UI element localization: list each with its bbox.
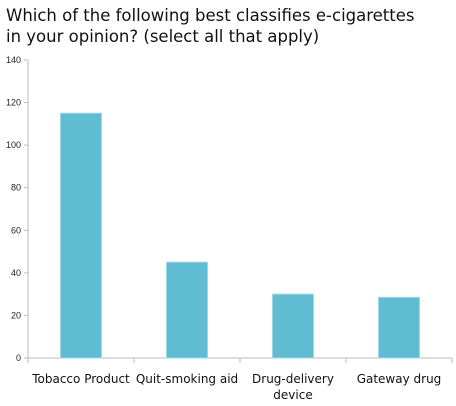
x-category-label-line: Drug-delivery [252,372,334,386]
y-tick-label: 40 [11,268,21,278]
y-tick-label: 120 [6,98,21,108]
x-category-label-line: Gateway drug [357,372,442,386]
bar [272,293,314,359]
x-category-label-line: device [273,388,312,402]
bar [166,261,208,359]
chart-title-line-2: in your opinion? (select all that apply) [6,27,320,46]
y-tick-label: 0 [16,353,21,363]
chart-title-line-1: Which of the following best classifies e… [6,6,415,25]
bar [378,296,420,359]
chart-title: Which of the following best classifies e… [6,5,450,47]
y-tick-label: 80 [11,183,21,193]
y-tick-label: 140 [6,55,21,65]
x-category-label: Tobacco Product [31,372,130,386]
y-tick-label: 60 [11,225,21,235]
y-tick-label: 20 [11,310,21,320]
y-tick-label: 100 [6,140,21,150]
x-category-label-line: Quit-smoking aid [136,372,238,386]
x-category-label: Quit-smoking aid [136,372,238,386]
x-category-label: Gateway drug [357,372,442,386]
x-category-label: Drug-delivery device [252,372,334,402]
bar [60,112,102,359]
x-category-label-line: Tobacco Product [31,372,130,386]
